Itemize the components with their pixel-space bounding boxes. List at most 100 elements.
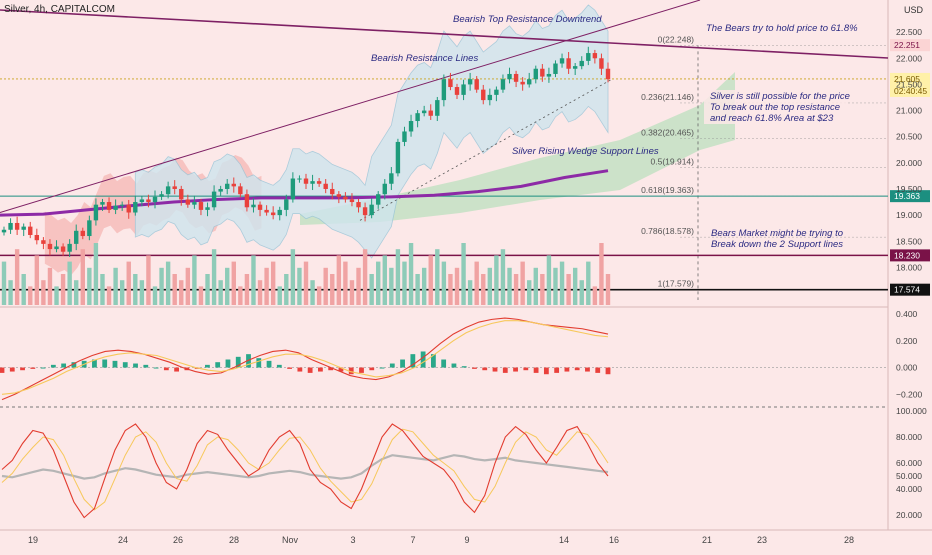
annotation-bearish-resistance-lines: Bearish Resistance Lines xyxy=(371,53,478,64)
candle-body xyxy=(467,79,473,85)
volume-bar xyxy=(179,280,184,305)
volume-bar xyxy=(586,261,591,305)
macd-histogram-bar xyxy=(420,351,426,368)
candle-body xyxy=(586,53,591,61)
volume-bar xyxy=(310,280,315,305)
candle-body xyxy=(441,79,447,101)
volume-bar xyxy=(566,274,571,305)
candle-body xyxy=(1,229,7,233)
purple-moving-average xyxy=(0,169,609,217)
candle-body xyxy=(579,60,584,67)
time-axis-tick: 7 xyxy=(410,535,415,545)
macd-histogram-bar xyxy=(174,367,180,372)
macd-histogram-bar xyxy=(266,360,272,368)
volume-bar xyxy=(277,286,282,305)
volume-bar xyxy=(435,249,440,305)
annotation-silver-possible-3: and reach 61.8% Area at $23 xyxy=(710,113,834,124)
volume-bar xyxy=(553,267,558,305)
price-badge: 17.574 xyxy=(894,285,920,295)
time-axis-tick: 24 xyxy=(118,535,128,545)
volume-bar xyxy=(382,255,387,305)
volume-bar xyxy=(415,274,420,305)
candle-body xyxy=(179,188,184,200)
candle-body xyxy=(244,194,250,208)
macd-histogram-bar xyxy=(246,354,251,368)
macd-histogram-bar xyxy=(102,359,108,368)
macd-histogram-bar xyxy=(554,367,560,373)
candle-body xyxy=(21,226,26,230)
price-badge: 22.251 xyxy=(894,40,920,50)
candle-body xyxy=(605,68,611,80)
candle-body xyxy=(198,202,204,210)
candle-body xyxy=(520,81,525,85)
macd-axis-tick: 0.400 xyxy=(896,309,918,319)
candle-body xyxy=(402,131,407,142)
macd-histogram-bar xyxy=(50,364,56,368)
candle-body xyxy=(113,205,118,210)
fib-label-1: 1(17.579) xyxy=(658,278,695,288)
volume-bar xyxy=(257,280,263,305)
time-axis-tick: 28 xyxy=(844,535,854,545)
volume-bar xyxy=(14,249,20,305)
volume-bar xyxy=(225,267,230,305)
candle-body xyxy=(290,178,296,200)
volume-bar xyxy=(527,280,532,305)
volume-bar xyxy=(100,274,105,305)
stoch-axis-tick: 50.000 xyxy=(896,471,922,481)
volume-bar xyxy=(218,280,223,305)
fib-label-0.5: 0.5(19.914) xyxy=(651,156,695,166)
volume-bar xyxy=(119,280,125,305)
volume-bar xyxy=(592,286,598,305)
price-badge: 02:40:45 xyxy=(894,86,927,96)
macd-histogram-bar xyxy=(461,366,467,368)
volume-bar xyxy=(474,261,479,305)
chart-drawing xyxy=(0,0,930,519)
macd-histogram-bar xyxy=(482,367,488,371)
currency-label: USD xyxy=(904,5,924,15)
annotation-silver-possible-1: Silver is still possible for the price xyxy=(710,91,850,102)
annotation-silver-possible-2: To break out the top resistance xyxy=(710,102,840,113)
price-badge: 21.605 xyxy=(894,74,920,84)
candle-body xyxy=(382,183,387,195)
macd-histogram-bar xyxy=(430,354,436,368)
macd-histogram-bar xyxy=(20,367,25,371)
price-axis-tick: 19.000 xyxy=(896,210,922,220)
volume-bar xyxy=(133,274,138,305)
volume-bar xyxy=(284,274,289,305)
volume-bar xyxy=(454,267,460,305)
time-axis-tick: 28 xyxy=(229,535,239,545)
price-axis-tick: 22.500 xyxy=(896,27,922,37)
symbol-label[interactable]: Silver, 4h, CAPITALCOM xyxy=(4,4,115,15)
candle-body xyxy=(572,66,578,69)
candle-body xyxy=(277,209,282,216)
macd-histogram-bar xyxy=(30,367,36,369)
candle-body xyxy=(474,79,479,90)
volume-bar xyxy=(264,267,269,305)
candle-body xyxy=(448,79,453,88)
macd-histogram-bar xyxy=(359,367,364,373)
candle-body xyxy=(251,204,256,208)
macd-histogram-bar xyxy=(585,367,590,372)
candle-body xyxy=(225,183,230,189)
candle-body xyxy=(14,222,20,230)
macd-histogram-bar xyxy=(297,367,303,372)
macd-histogram-bar xyxy=(256,358,262,368)
candle-body xyxy=(487,94,493,101)
candle-body xyxy=(349,199,355,203)
candle-body xyxy=(316,181,322,184)
volume-bar xyxy=(336,255,342,305)
candle-body xyxy=(546,73,552,77)
candle-body xyxy=(369,204,374,216)
volume-bar xyxy=(533,267,538,305)
volume-bar xyxy=(41,280,46,305)
annotation-bears-hold-618: The Bears try to hold price to 61.8% xyxy=(706,23,858,34)
stoch-d-line xyxy=(1,428,609,511)
macd-histogram-bar xyxy=(215,362,221,368)
macd-histogram-bar xyxy=(564,367,570,372)
candle-body xyxy=(415,113,420,122)
volume-bar xyxy=(21,274,26,305)
candle-body xyxy=(231,183,236,187)
volume-bar xyxy=(165,261,171,305)
macd-histogram-bar xyxy=(472,367,477,369)
